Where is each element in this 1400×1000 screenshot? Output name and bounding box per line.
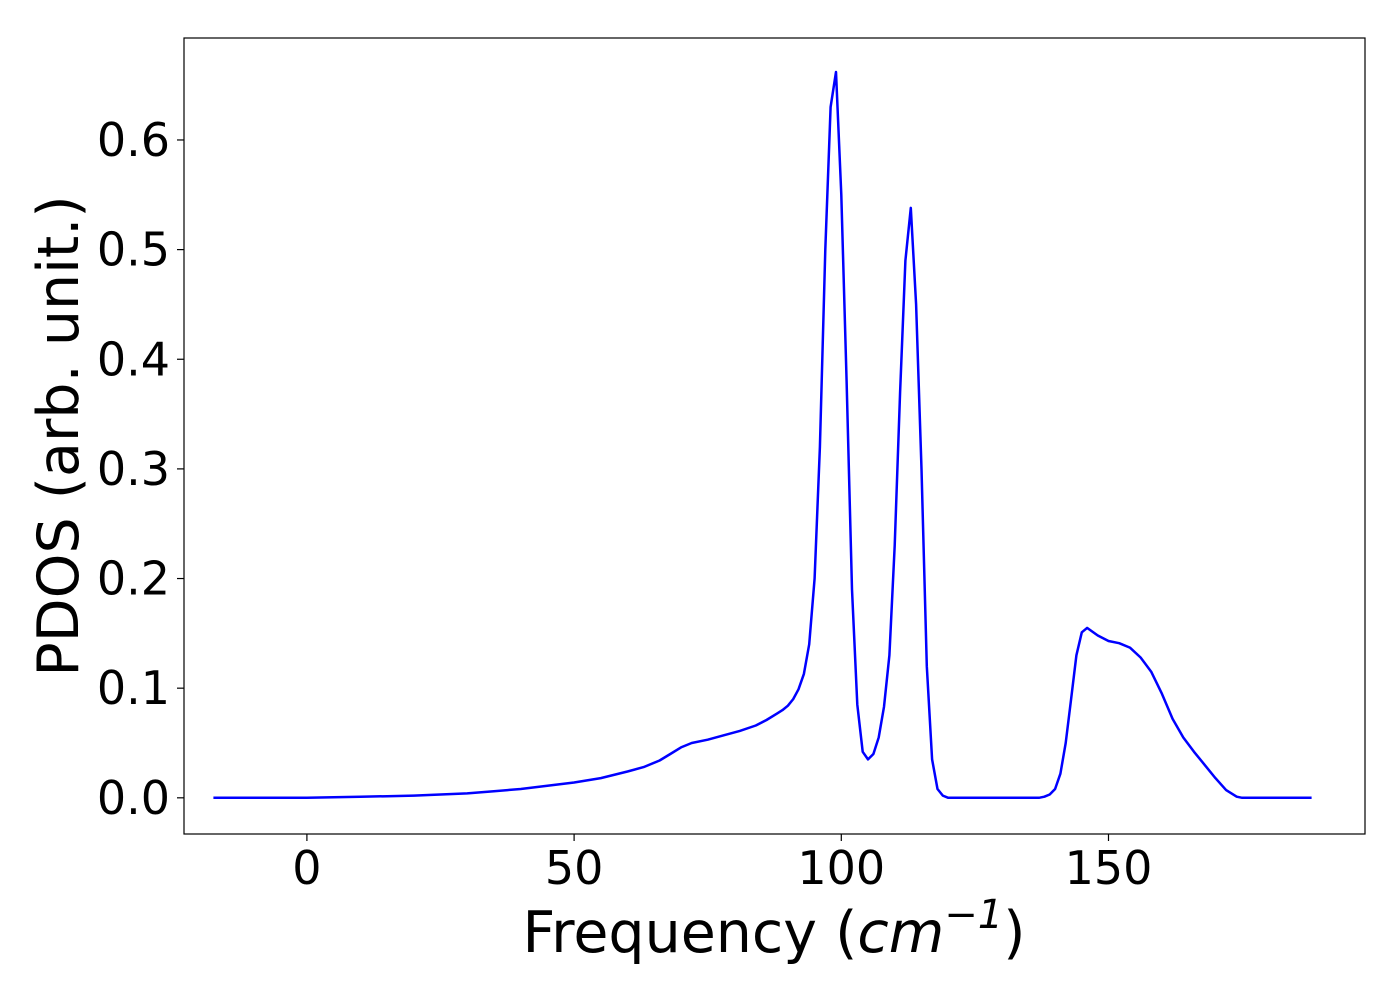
series-line-0 bbox=[213, 70, 1312, 800]
x-axis-title-prefix: Frequency ( bbox=[523, 900, 858, 966]
y-axis-title: PDOS (arb. unit.) bbox=[26, 195, 92, 676]
y-tick-label: 0.3 bbox=[97, 442, 170, 496]
x-tick-label: 50 bbox=[545, 841, 604, 895]
x-axis-ticks: 0 50 100 150 bbox=[292, 834, 1152, 895]
plot-area bbox=[213, 70, 1312, 800]
x-tick-label: 150 bbox=[1065, 841, 1153, 895]
y-tick-label: 0.0 bbox=[97, 771, 170, 825]
plot-frame bbox=[183, 37, 1366, 835]
x-axis-title-unit: cm bbox=[857, 900, 944, 966]
y-tick-label: 0.2 bbox=[97, 552, 170, 606]
y-axis-ticks: 0.0 0.1 0.2 0.3 0.4 0.5 0.6 bbox=[97, 113, 184, 825]
x-axis-title-exponent: −1 bbox=[944, 892, 1003, 938]
x-axis-title: Frequency (cm−1) bbox=[523, 892, 1026, 966]
x-tick-label: 0 bbox=[292, 841, 321, 895]
y-tick-label: 0.1 bbox=[97, 661, 170, 715]
x-axis-title-suffix: ) bbox=[1003, 900, 1025, 966]
y-tick-label: 0.4 bbox=[97, 332, 170, 386]
y-tick-label: 0.6 bbox=[97, 113, 170, 167]
y-tick-label: 0.5 bbox=[97, 223, 170, 277]
x-tick-label: 100 bbox=[797, 841, 885, 895]
